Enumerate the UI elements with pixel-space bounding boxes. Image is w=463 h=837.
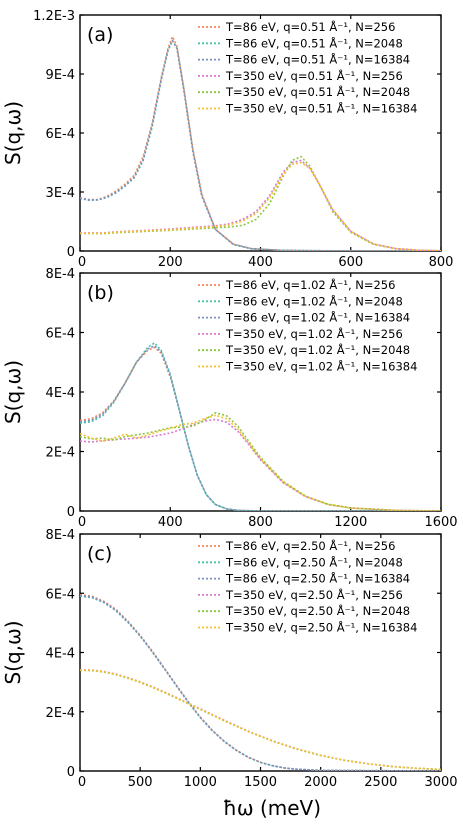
x-tick-label: 0 — [78, 515, 86, 530]
x-tick-label: 400 — [158, 515, 183, 530]
legend-label: T=350 eV, q=2.50 Å⁻¹, N=16384 — [225, 620, 417, 635]
legend-label: T=86 eV, q=1.02 Å⁻¹, N=2048 — [225, 293, 403, 308]
panel-label: (a) — [87, 24, 113, 46]
panel: 0 500 1000 1500 2000 2500 3000 0 2E-4 4E-4 6E-4 8E-… — [1, 528, 458, 790]
x-tick-label: 0 — [78, 775, 86, 790]
x-tick-label: 1600 — [424, 515, 457, 530]
plot-frame — [79, 14, 442, 252]
panel-label: (b) — [87, 282, 114, 304]
y-tick-label: 8E-4 — [46, 528, 75, 543]
plot-frame — [79, 272, 442, 512]
legend-label: T=350 eV, q=2.50 Å⁻¹, N=256 — [225, 587, 403, 602]
series-line — [80, 345, 441, 511]
series-line — [80, 159, 441, 251]
legend-label: T=86 eV, q=0.51 Å⁻¹, N=2048 — [225, 35, 403, 50]
series-group — [80, 35, 441, 251]
x-tick-label: 3000 — [424, 775, 457, 790]
series-line — [80, 39, 441, 251]
series-line — [80, 594, 441, 771]
legend-label: T=86 eV, q=2.50 Å⁻¹, N=2048 — [225, 554, 403, 569]
legend-label: T=86 eV, q=2.50 Å⁻¹, N=256 — [225, 538, 395, 553]
legend-label: T=86 eV, q=0.51 Å⁻¹, N=256 — [225, 19, 395, 34]
y-tick-label: 0 — [67, 765, 75, 780]
legend-label: T=350 eV, q=0.51 Å⁻¹, N=16384 — [225, 101, 417, 116]
series-line — [80, 669, 441, 771]
x-tick-label: 500 — [128, 775, 153, 790]
y-tick-label: 2E-4 — [46, 446, 75, 461]
y-tick-label: 1.2E-3 — [33, 9, 75, 24]
y-axis-label: S(q,ω) — [1, 620, 25, 684]
series-line — [80, 418, 441, 511]
legend-label: T=350 eV, q=1.02 Å⁻¹, N=2048 — [225, 342, 410, 357]
y-tick-label: 2E-4 — [46, 706, 75, 721]
y-tick-label: 0 — [67, 245, 75, 260]
series-line — [80, 669, 441, 771]
y-tick-label: 4E-4 — [46, 647, 75, 662]
series-group — [80, 593, 441, 771]
y-tick-label: 9E-4 — [46, 68, 75, 83]
x-tick-label: 400 — [248, 255, 273, 270]
series-line — [80, 414, 441, 511]
y-tick-label: 6E-4 — [46, 127, 75, 142]
panel: 0 200 400 600 800 0 3E-4 6E-4 9E-4 1.2E-3 S(q,ω) (a… — [1, 9, 453, 270]
panels-layer: 0 200 400 600 800 0 3E-4 6E-4 9E-4 1.2E-3 S(q,ω) (a… — [1, 9, 458, 790]
legend-label: T=350 eV, q=1.02 Å⁻¹, N=256 — [225, 326, 403, 341]
panel: 0 400 800 1200 1600 0 2E-4 4E-4 6E-4 8E-4 S(q,ω) (b… — [1, 267, 458, 530]
x-tick-label: 600 — [338, 255, 363, 270]
legend-label: T=86 eV, q=1.02 Å⁻¹, N=16384 — [225, 310, 410, 325]
x-axis-label: ħω (meV) — [223, 796, 321, 820]
y-axis-label: S(q,ω) — [1, 101, 25, 165]
x-tick-label: 200 — [158, 255, 183, 270]
x-tick-label: 1200 — [334, 515, 367, 530]
y-tick-label: 6E-4 — [46, 587, 75, 602]
series-line — [80, 155, 441, 251]
x-tick-label: 800 — [248, 515, 273, 530]
y-tick-label: 0 — [67, 505, 75, 520]
legend-label: T=86 eV, q=2.50 Å⁻¹, N=16384 — [225, 571, 410, 586]
x-tick-label: 2500 — [364, 775, 397, 790]
x-tick-label: 0 — [78, 255, 86, 270]
legend-label: T=350 eV, q=2.50 Å⁻¹, N=2048 — [225, 603, 410, 618]
series-line — [80, 668, 441, 771]
legend-label: T=350 eV, q=1.02 Å⁻¹, N=16384 — [225, 359, 417, 374]
series-line — [80, 161, 441, 251]
legend-label: T=350 eV, q=0.51 Å⁻¹, N=256 — [225, 68, 403, 83]
y-tick-label: 8E-4 — [46, 267, 75, 282]
series-line — [80, 411, 441, 511]
y-tick-label: 6E-4 — [46, 327, 75, 342]
x-tick-label: 1000 — [184, 775, 217, 790]
legend-label: T=86 eV, q=1.02 Å⁻¹, N=256 — [225, 277, 395, 292]
y-tick-label: 4E-4 — [46, 386, 75, 401]
y-tick-label: 3E-4 — [46, 186, 75, 201]
x-tick-label: 2000 — [304, 775, 337, 790]
panel-label: (c) — [87, 543, 112, 565]
y-axis-label: S(q,ω) — [1, 360, 25, 424]
x-tick-label: 1500 — [244, 775, 277, 790]
legend-label: T=350 eV, q=0.51 Å⁻¹, N=2048 — [225, 84, 410, 99]
series-group — [80, 342, 441, 511]
x-tick-label: 800 — [429, 255, 454, 270]
legend-label: T=86 eV, q=0.51 Å⁻¹, N=16384 — [225, 52, 410, 67]
